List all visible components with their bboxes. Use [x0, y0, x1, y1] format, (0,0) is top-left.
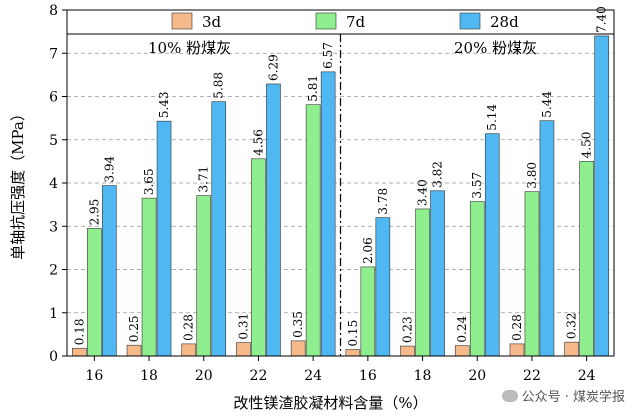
data-label: 3.71: [197, 166, 211, 193]
legend: 3d 7d 28d: [171, 12, 519, 31]
bar-7d: [196, 195, 212, 357]
y-tick-label: 1: [49, 306, 58, 322]
bar-3d: [400, 345, 415, 357]
data-label: 5.43: [157, 91, 171, 118]
data-label: 3.80: [525, 162, 539, 189]
bar-28d: [266, 83, 281, 357]
y-tick-label: 8: [49, 3, 58, 19]
data-label: 0.28: [182, 314, 196, 341]
bar-7d: [87, 228, 102, 357]
data-label: 0.23: [401, 316, 415, 343]
data-label: 6.29: [266, 54, 280, 81]
data-label: 0.32: [565, 312, 579, 339]
data-label: 5.88: [212, 72, 226, 99]
y-tick-label: 5: [49, 133, 58, 149]
data-label: 3.82: [431, 161, 445, 188]
data-label: 4.56: [251, 129, 265, 156]
bar-7d: [141, 197, 157, 357]
bar-7d: [415, 208, 430, 357]
data-label: 0.25: [127, 315, 141, 342]
data-label: 2.06: [361, 237, 375, 264]
bar-28d: [539, 120, 555, 357]
data-label: 0.24: [455, 316, 469, 343]
data-label: 3.57: [470, 172, 484, 199]
data-label: 0.15: [346, 320, 360, 347]
bar-7d: [305, 104, 321, 357]
bar-7d: [524, 191, 540, 357]
data-label: 3.94: [102, 156, 116, 183]
bar-28d: [156, 120, 172, 357]
bar-3d: [290, 340, 306, 357]
data-label: 0.31: [236, 313, 250, 340]
bar-28d: [211, 101, 227, 357]
y-tick-label: 0: [49, 349, 58, 365]
bar-3d: [454, 345, 470, 357]
bar-3d: [181, 343, 197, 357]
watermark: 公众号 · 煤炭学报: [501, 386, 625, 405]
data-label: 0.35: [291, 311, 305, 338]
y-tick-label: 3: [49, 219, 58, 235]
data-label: 7.40: [595, 6, 609, 33]
data-label: 2.95: [87, 199, 101, 226]
x-tick-label: 20: [468, 368, 486, 384]
bar-3d: [564, 341, 579, 357]
bar-7d: [469, 201, 485, 357]
bar-3d: [72, 347, 87, 357]
data-label: 3.78: [376, 188, 390, 215]
data-label: 0.28: [510, 314, 524, 341]
x-tick-label: 18: [140, 368, 158, 384]
legend-swatch-7d: [315, 12, 337, 30]
bar-7d: [579, 161, 594, 357]
x-tick-label: 24: [304, 368, 322, 384]
legend-swatch-28d: [459, 12, 481, 30]
x-tick-label: 20: [195, 368, 213, 384]
bars: [72, 35, 609, 357]
bar-3d: [236, 342, 251, 357]
x-tick-label: 16: [359, 368, 377, 384]
group-label-20pct: 20% 粉煤灰: [454, 39, 537, 57]
bar-3d: [509, 343, 525, 357]
bar-28d: [375, 217, 391, 357]
y-axis-label: 单轴抗压强度（MPa）: [9, 106, 27, 260]
x-tick-label: 16: [85, 368, 103, 384]
bar-3d: [126, 344, 142, 357]
data-label: 3.65: [142, 168, 156, 195]
axes: 0 1 2 3 4 5 6 7 8 16 18 20 22 24 16 18 20 22 24: [49, 3, 615, 384]
value-labels: 0.18 2.95 3.94 0.25 3.65 5.43 0.28 3.71 5.88 0.31…: [72, 6, 608, 346]
bar-28d: [484, 133, 500, 357]
data-label: 6.57: [321, 42, 335, 69]
data-label: 5.81: [306, 75, 320, 102]
legend-swatch-3d: [171, 12, 193, 30]
y-tick-label: 6: [49, 90, 58, 106]
x-tick-label: 22: [250, 368, 268, 384]
bar-28d: [102, 185, 117, 357]
data-label: 4.50: [580, 132, 594, 159]
y-tick-label: 2: [49, 263, 58, 279]
x-tick-label: 18: [414, 368, 432, 384]
data-label: 5.14: [485, 104, 499, 131]
legend-label-28d: 28d: [490, 13, 519, 31]
x-tick-label: 24: [578, 368, 596, 384]
legend-label-7d: 7d: [346, 13, 366, 31]
y-tick-label: 4: [49, 176, 58, 192]
data-label: 0.18: [72, 318, 86, 345]
group-label-10pct: 10% 粉煤灰: [148, 39, 231, 57]
x-tick-label: 22: [523, 368, 541, 384]
bar-28d: [430, 190, 445, 357]
bar-7d: [360, 266, 376, 357]
bar-3d: [345, 349, 361, 357]
bar-7d: [251, 158, 266, 357]
wechat-icon: [501, 389, 518, 402]
data-label: 3.40: [416, 179, 430, 206]
data-label: 5.44: [540, 91, 554, 118]
watermark-text: 公众号 · 煤炭学报: [521, 390, 625, 405]
x-axis-label: 改性镁渣胶凝材料含量（%）: [233, 394, 427, 412]
bar-28d: [594, 35, 609, 357]
y-tick-label: 7: [49, 46, 58, 62]
legend-label-3d: 3d: [202, 13, 222, 31]
bar-28d: [320, 71, 336, 357]
